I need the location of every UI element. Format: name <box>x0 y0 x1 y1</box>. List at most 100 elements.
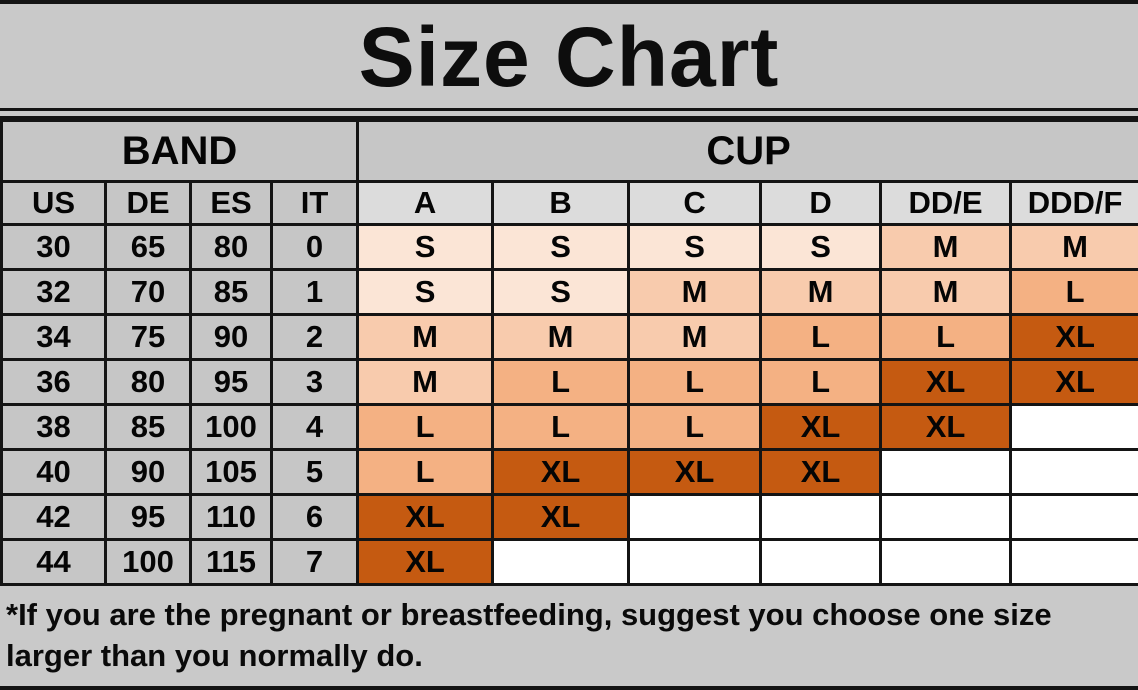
cup-column-header-a: A <box>356 180 495 226</box>
cup-group-header: CUP <box>356 119 1138 183</box>
recommended-size-cell: XL <box>759 448 883 496</box>
band-size-cell: 42 <box>0 493 107 541</box>
empty-size-cell <box>759 538 883 586</box>
recommended-size-cell: M <box>1009 223 1138 271</box>
recommended-size-cell: L <box>759 358 883 406</box>
recommended-size-cell: XL <box>491 448 631 496</box>
recommended-size-cell: M <box>491 313 631 361</box>
band-size-cell: 100 <box>189 403 273 451</box>
recommended-size-cell: M <box>627 268 763 316</box>
band-size-cell: 34 <box>0 313 107 361</box>
empty-size-cell <box>879 448 1013 496</box>
band-column-header-it: IT <box>269 180 360 226</box>
band-size-cell: 80 <box>189 223 273 271</box>
band-group-header: BAND <box>0 119 360 183</box>
table-row: 44 100 115 7 XL <box>0 538 1138 586</box>
cup-column-header-b: B <box>491 180 631 226</box>
band-size-cell: 36 <box>0 358 107 406</box>
band-size-cell: 1 <box>269 268 360 316</box>
table-row: 42 95 110 6 XL XL <box>0 493 1138 541</box>
empty-size-cell <box>879 493 1013 541</box>
size-table: BAND CUP US DE ES IT A B C D DD/E DDD/F 30 65 80 0 S S… <box>0 119 1138 586</box>
empty-size-cell <box>627 493 763 541</box>
recommended-size-cell: XL <box>759 403 883 451</box>
group-header-row: BAND CUP <box>0 119 1138 183</box>
recommended-size-cell: XL <box>356 538 495 586</box>
table-row: 36 80 95 3 M L L L XL XL <box>0 358 1138 406</box>
recommended-size-cell: XL <box>1009 313 1138 361</box>
recommended-size-cell: L <box>879 313 1013 361</box>
column-header-row: US DE ES IT A B C D DD/E DDD/F <box>0 180 1138 226</box>
recommended-size-cell: S <box>627 223 763 271</box>
band-column-header-de: DE <box>104 180 192 226</box>
recommended-size-cell: S <box>491 268 631 316</box>
band-size-cell: 90 <box>189 313 273 361</box>
empty-size-cell <box>1009 448 1138 496</box>
band-size-cell: 75 <box>104 313 192 361</box>
band-size-cell: 7 <box>269 538 360 586</box>
recommended-size-cell: S <box>356 268 495 316</box>
recommended-size-cell: L <box>491 358 631 406</box>
band-size-cell: 38 <box>0 403 107 451</box>
recommended-size-cell: M <box>759 268 883 316</box>
recommended-size-cell: XL <box>1009 358 1138 406</box>
recommended-size-cell: XL <box>879 358 1013 406</box>
band-size-cell: 6 <box>269 493 360 541</box>
recommended-size-cell: L <box>491 403 631 451</box>
recommended-size-cell: L <box>1009 268 1138 316</box>
band-size-cell: 105 <box>189 448 273 496</box>
recommended-size-cell: S <box>356 223 495 271</box>
band-size-cell: 0 <box>269 223 360 271</box>
recommended-size-cell: M <box>879 223 1013 271</box>
recommended-size-cell: XL <box>356 493 495 541</box>
cup-column-header-ddd-f: DDD/F <box>1009 180 1138 226</box>
band-size-cell: 95 <box>189 358 273 406</box>
recommended-size-cell: XL <box>879 403 1013 451</box>
empty-size-cell <box>759 493 883 541</box>
recommended-size-cell: XL <box>491 493 631 541</box>
empty-size-cell <box>627 538 763 586</box>
title-separator <box>0 108 1138 119</box>
band-size-cell: 4 <box>269 403 360 451</box>
band-size-cell: 5 <box>269 448 360 496</box>
table-row: 40 90 105 5 L XL XL XL <box>0 448 1138 496</box>
recommended-size-cell: L <box>627 403 763 451</box>
recommended-size-cell: M <box>356 358 495 406</box>
empty-size-cell <box>1009 538 1138 586</box>
band-size-cell: 3 <box>269 358 360 406</box>
empty-size-cell <box>879 538 1013 586</box>
band-size-cell: 95 <box>104 493 192 541</box>
band-size-cell: 2 <box>269 313 360 361</box>
band-size-cell: 32 <box>0 268 107 316</box>
band-size-cell: 115 <box>189 538 273 586</box>
band-size-cell: 100 <box>104 538 192 586</box>
table-row: 30 65 80 0 S S S S M M <box>0 223 1138 271</box>
empty-size-cell <box>491 538 631 586</box>
band-size-cell: 90 <box>104 448 192 496</box>
band-size-cell: 65 <box>104 223 192 271</box>
recommended-size-cell: M <box>356 313 495 361</box>
table-row: 34 75 90 2 M M M L L XL <box>0 313 1138 361</box>
cup-column-header-d: D <box>759 180 883 226</box>
band-size-cell: 44 <box>0 538 107 586</box>
recommended-size-cell: M <box>627 313 763 361</box>
band-column-header-us: US <box>0 180 107 226</box>
band-size-cell: 85 <box>104 403 192 451</box>
empty-size-cell <box>1009 493 1138 541</box>
empty-size-cell <box>1009 403 1138 451</box>
recommended-size-cell: L <box>627 358 763 406</box>
recommended-size-cell: L <box>356 448 495 496</box>
page-title: Size Chart <box>358 10 780 104</box>
table-row: 38 85 100 4 L L L XL XL <box>0 403 1138 451</box>
band-column-header-es: ES <box>189 180 273 226</box>
cup-column-header-dd-e: DD/E <box>879 180 1013 226</box>
band-size-cell: 110 <box>189 493 273 541</box>
band-size-cell: 30 <box>0 223 107 271</box>
recommended-size-cell: S <box>491 223 631 271</box>
cup-column-header-c: C <box>627 180 763 226</box>
table-row: 32 70 85 1 S S M M M L <box>0 268 1138 316</box>
footnote-text: *If you are the pregnant or breastfeedin… <box>6 597 1052 673</box>
band-size-cell: 70 <box>104 268 192 316</box>
band-size-cell: 80 <box>104 358 192 406</box>
